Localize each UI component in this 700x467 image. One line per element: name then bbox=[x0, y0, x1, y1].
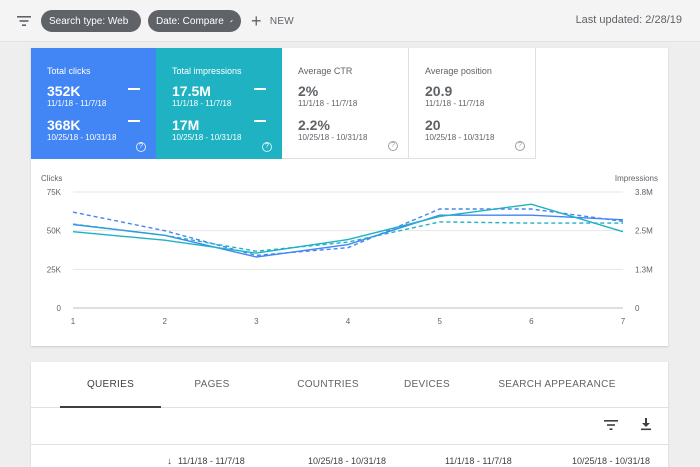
metric-tile-impressions[interactable]: Total impressions 17.5M 11/1/18 - 11/7/1… bbox=[156, 48, 282, 159]
y-axis-title-impressions: Impressions bbox=[615, 174, 658, 183]
toolbar: Search type: Web Date: Compare + NEW Las… bbox=[0, 0, 700, 42]
performance-card: Total clicks 352K 11/1/18 - 11/7/18 368K… bbox=[31, 48, 668, 346]
x-tick-label: 4 bbox=[346, 317, 351, 326]
y-axis-title-clicks: Clicks bbox=[41, 174, 62, 183]
metric-current-range: 11/1/18 - 11/7/18 bbox=[47, 99, 107, 108]
x-tick-label: 2 bbox=[162, 317, 167, 326]
tab-devices[interactable]: DEVICES bbox=[403, 379, 450, 390]
x-tick-label: 6 bbox=[529, 317, 534, 326]
y-tick-label-right: 2.5M bbox=[635, 227, 653, 236]
chip-label: Date: Compare bbox=[156, 15, 224, 27]
y-tick-label-left: 75K bbox=[47, 188, 62, 197]
last-updated-text: Last updated: 2/28/19 bbox=[575, 14, 682, 26]
metric-tile-position[interactable]: Average position 20.9 11/1/18 - 11/7/18 … bbox=[409, 48, 536, 159]
help-icon[interactable]: ? bbox=[136, 142, 146, 152]
x-tick-label: 5 bbox=[437, 317, 442, 326]
performance-chart[interactable]: Clicks Impressions 0 0 25K 1.3M 50K 2.5M 75K 3.8M… bbox=[31, 168, 668, 338]
x-tick-label: 1 bbox=[71, 317, 76, 326]
metric-previous-range: 10/25/18 - 10/31/18 bbox=[172, 133, 242, 142]
new-filter-button[interactable]: + NEW bbox=[251, 11, 294, 31]
metric-tile-ctr[interactable]: Average CTR 2% 11/1/18 - 11/7/18 2.2% 10… bbox=[282, 48, 409, 159]
metric-current-value: 2% bbox=[298, 83, 319, 99]
series-line-clicks-current bbox=[72, 214, 624, 258]
metric-current-value: 352K bbox=[47, 83, 81, 99]
dashed-line-legend bbox=[254, 120, 266, 122]
metric-label: Average CTR bbox=[298, 66, 353, 76]
metric-current-value: 17.5M bbox=[172, 83, 211, 99]
download-icon[interactable] bbox=[639, 417, 653, 431]
x-tick-label: 7 bbox=[621, 317, 626, 326]
tab-queries[interactable]: QUERIES bbox=[60, 362, 161, 408]
sort-down-icon: ↓ bbox=[167, 456, 172, 467]
column-label: 11/1/18 - 11/7/18 bbox=[178, 456, 245, 466]
metric-current-range: 11/1/18 - 11/7/18 bbox=[298, 99, 358, 108]
y-tick-label-right: 3.8M bbox=[635, 188, 653, 197]
series-line-impressions-current bbox=[72, 203, 624, 254]
tab-pages[interactable]: PAGES bbox=[194, 379, 230, 390]
dimensions-card: QUERIES PAGES COUNTRIES DEVICES SEARCH A… bbox=[31, 362, 668, 467]
tab-countries[interactable]: COUNTRIES bbox=[297, 379, 359, 390]
filter-icon[interactable] bbox=[16, 13, 32, 29]
metric-previous-range: 10/25/18 - 10/31/18 bbox=[47, 133, 117, 142]
date-chip[interactable]: Date: Compare bbox=[148, 10, 241, 32]
metric-current-range: 11/1/18 - 11/7/18 bbox=[425, 99, 485, 108]
metric-label: Average position bbox=[425, 66, 492, 76]
column-header-clicks-previous[interactable]: 10/25/18 - 10/31/18 bbox=[308, 456, 387, 466]
metric-label: Total impressions bbox=[172, 66, 242, 76]
help-icon[interactable]: ? bbox=[388, 141, 398, 151]
new-label: NEW bbox=[269, 15, 295, 27]
metric-tile-clicks[interactable]: Total clicks 352K 11/1/18 - 11/7/18 368K… bbox=[31, 48, 156, 159]
y-tick-label-right: 0 bbox=[635, 304, 640, 313]
metric-previous-value: 17M bbox=[172, 117, 200, 133]
metric-current-range: 11/1/18 - 11/7/18 bbox=[172, 99, 232, 108]
chip-label: Search type: Web bbox=[49, 15, 129, 27]
column-header-clicks-current[interactable]: ↓ 11/1/18 - 11/7/18 bbox=[167, 456, 245, 467]
metric-previous-value: 20 bbox=[425, 117, 441, 133]
table-header: ↓ 11/1/18 - 11/7/18 10/25/18 - 10/31/18 1… bbox=[31, 444, 668, 467]
pencil-icon bbox=[230, 19, 233, 23]
search-type-chip[interactable]: Search type: Web bbox=[41, 10, 141, 32]
y-tick-label-left: 25K bbox=[47, 265, 62, 274]
metric-current-value: 20.9 bbox=[425, 83, 453, 99]
series-line-impressions-previous bbox=[72, 221, 623, 252]
metric-previous-value: 2.2% bbox=[298, 117, 330, 133]
solid-line-legend bbox=[254, 88, 266, 90]
plus-icon: + bbox=[251, 11, 262, 31]
help-icon[interactable]: ? bbox=[515, 141, 525, 151]
tab-search-appearance[interactable]: SEARCH APPEARANCE bbox=[498, 379, 616, 390]
metric-label: Total clicks bbox=[47, 66, 91, 76]
table-filter-icon[interactable] bbox=[604, 419, 618, 431]
solid-line-legend bbox=[128, 88, 140, 90]
metric-previous-value: 368K bbox=[47, 117, 81, 133]
metric-previous-range: 10/25/18 - 10/31/18 bbox=[298, 133, 368, 142]
dimension-tabs: QUERIES PAGES COUNTRIES DEVICES SEARCH A… bbox=[31, 362, 668, 408]
metric-previous-range: 10/25/18 - 10/31/18 bbox=[425, 133, 495, 142]
series-line-clicks-previous bbox=[72, 208, 624, 257]
column-header-impressions-current[interactable]: 11/1/18 - 11/7/18 bbox=[445, 456, 512, 466]
y-tick-label-right: 1.3M bbox=[635, 265, 653, 274]
column-header-impressions-previous[interactable]: 10/25/18 - 10/31/18 bbox=[572, 456, 651, 466]
y-tick-label-left: 0 bbox=[57, 304, 62, 313]
x-tick-label: 3 bbox=[254, 317, 259, 326]
help-icon[interactable]: ? bbox=[262, 142, 272, 152]
y-tick-label-left: 50K bbox=[47, 227, 62, 236]
dashed-line-legend bbox=[128, 120, 140, 122]
